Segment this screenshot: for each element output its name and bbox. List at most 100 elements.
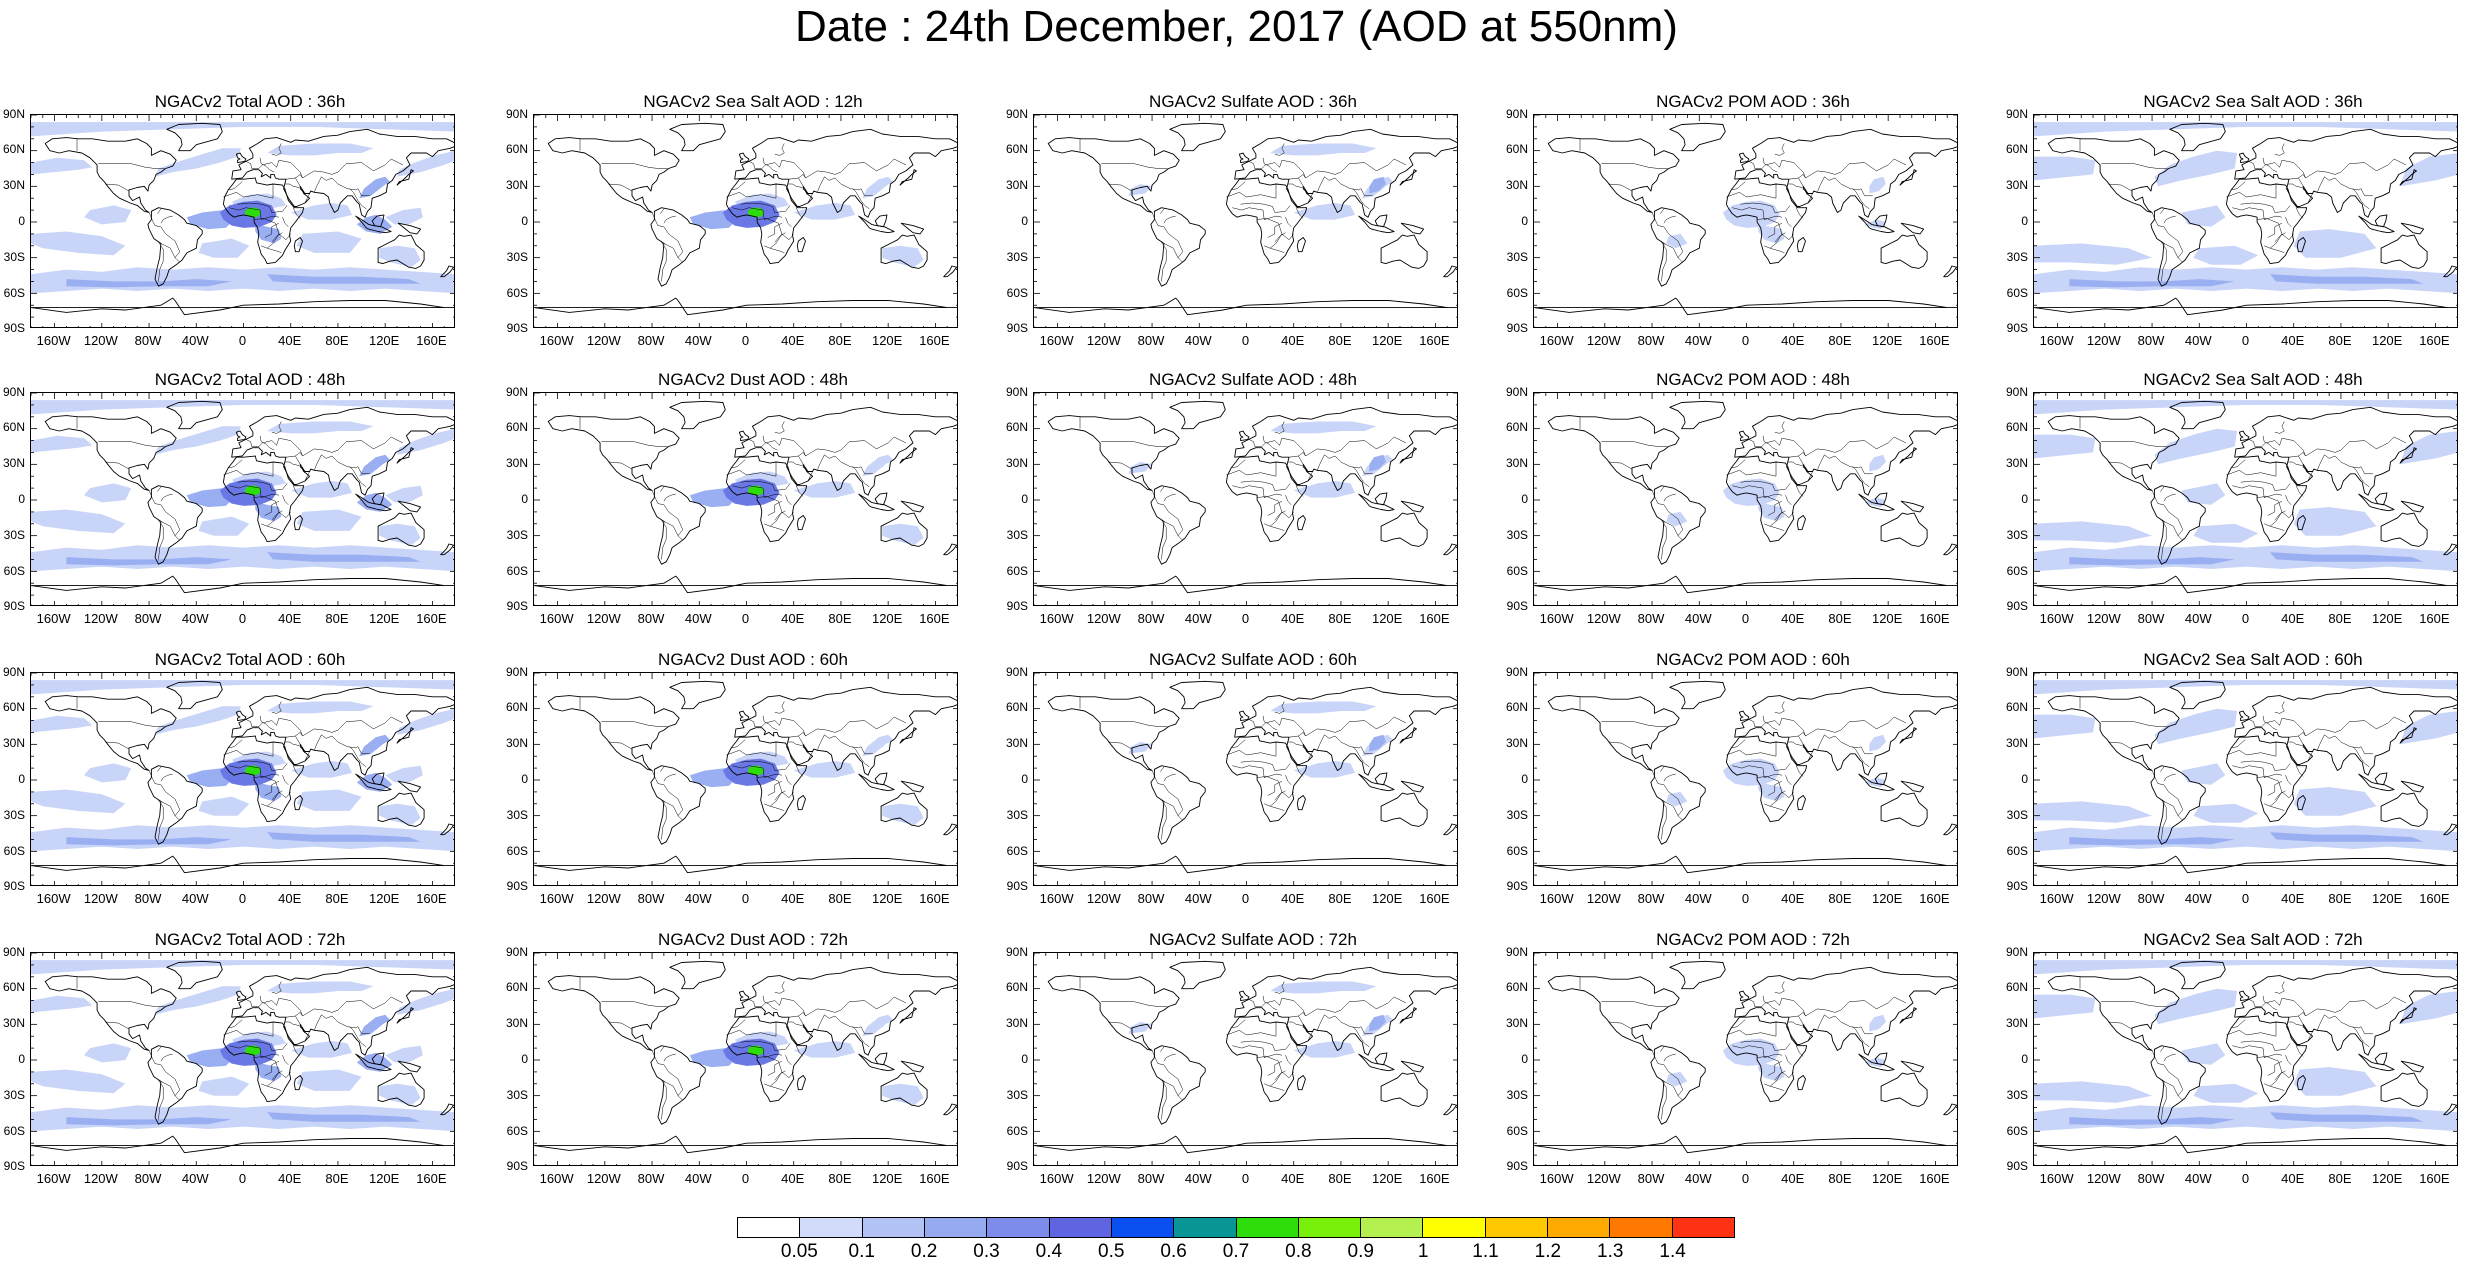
country-border: [2270, 1085, 2285, 1092]
longitude-tick-label: 120W: [83, 611, 118, 626]
country-border: [2295, 1045, 2304, 1057]
aod-shading: [267, 1112, 421, 1122]
longitude-tick-label: 160W: [1039, 1171, 1074, 1186]
coastline: [1874, 772, 1888, 786]
latitude-tick-label: 30S: [3, 250, 25, 264]
country-border: [148, 490, 181, 536]
longitude-tick-label: 160W: [1539, 891, 1574, 906]
country-border: [1267, 1060, 1283, 1076]
country-border: [2161, 1080, 2167, 1120]
country-border: [770, 525, 785, 532]
coastline: [1943, 543, 1957, 556]
longitude-tick-label: 80E: [1828, 1171, 1852, 1186]
colorbar-swatch: [1236, 1218, 1299, 1237]
aod-shading: [2034, 801, 2153, 823]
latitude-tick-label: 30S: [506, 528, 528, 542]
country-border: [157, 766, 162, 772]
latitude-tick-label: 60S: [2006, 286, 2028, 300]
country-border: [2281, 791, 2294, 799]
aod-shading: [359, 454, 390, 477]
coastline: [2443, 265, 2457, 278]
coastline: [166, 680, 223, 710]
country-border: [1262, 157, 1278, 173]
country-border: [2232, 485, 2282, 498]
colorbar-swatch: [1111, 1218, 1175, 1237]
aod-shading: [31, 789, 126, 814]
country-border: [1651, 490, 1684, 536]
coastline: [534, 575, 957, 594]
country-border: [1770, 525, 1785, 532]
coastline: [2374, 1052, 2388, 1066]
country-border: [1767, 780, 1783, 796]
latitude-tick-label: 90N: [1005, 945, 1028, 959]
country-border: [1285, 775, 1292, 785]
aod-shading: [1270, 701, 1377, 714]
colorbar-label: 0.6: [1160, 1241, 1187, 1262]
panel-title: NGACv2 Sea Salt AOD : 12h: [643, 92, 863, 111]
country-border: [1160, 486, 1165, 492]
panel-title: NGACv2 Total AOD : 36h: [154, 92, 346, 111]
coastline: [1034, 297, 1457, 316]
country-border: [1226, 742, 1277, 757]
latitude-tick-label: 30N: [2, 178, 25, 192]
aod-shading: [1369, 1014, 1386, 1032]
colorbar-swatch: [800, 1218, 863, 1237]
country-border: [160, 215, 173, 224]
country-border: [267, 805, 282, 812]
coastline: [1650, 207, 1706, 287]
country-border: [1108, 461, 1133, 470]
longitude-tick-label: 80W: [1637, 891, 1665, 906]
country-border: [795, 765, 804, 777]
latitude-tick-label: 30S: [1006, 1088, 1028, 1102]
world-map: [1534, 115, 1957, 327]
latitude-tick-label: 90N: [2, 665, 25, 679]
longitude-tick-label: 0: [1741, 333, 1750, 348]
country-border: [601, 1001, 668, 1007]
country-border: [1151, 770, 1184, 816]
longitude-tick-label: 40E: [781, 333, 805, 348]
coastline: [650, 485, 706, 565]
country-border: [2334, 1015, 2373, 1035]
country-border: [2231, 739, 2246, 749]
coastline: [2399, 169, 2417, 186]
country-border: [284, 461, 300, 466]
aod-hotspot: [244, 765, 261, 776]
longitude-tick-label: 80W: [134, 333, 162, 348]
latitude-tick-label: 90S: [3, 879, 25, 893]
longitude-tick-label: 80W: [637, 611, 665, 626]
country-border: [2267, 222, 2283, 238]
coastline: [534, 1135, 957, 1154]
coastline: [1650, 765, 1706, 845]
longitude-tick-label: 80E: [828, 1171, 852, 1186]
longitude-tick-label: 80E: [2328, 333, 2352, 348]
coastline: [1400, 780, 1425, 793]
country-border: [2240, 480, 2291, 491]
colorbar-label: 0.2: [910, 1241, 938, 1262]
longitude-tick-label: 80W: [637, 1171, 665, 1186]
country-border: [1651, 1050, 1684, 1096]
longitude-tick-label: 120E: [1871, 891, 1903, 906]
country-border: [1285, 217, 1292, 227]
longitude-tick-label: 120W: [2086, 1171, 2121, 1186]
aod-shading: [359, 734, 390, 757]
coastline: [44, 137, 177, 213]
latitude-tick-label: 30S: [3, 528, 25, 542]
country-border: [788, 455, 804, 465]
longitude-tick-label: 80W: [134, 891, 162, 906]
country-border: [798, 732, 806, 737]
country-border: [2274, 421, 2285, 434]
country-border: [1240, 202, 1291, 213]
latitude-tick-label: 30S: [506, 808, 528, 822]
latitude-tick-label: 60N: [1505, 142, 1528, 156]
longitude-tick-label: 120E: [1371, 611, 1403, 626]
longitude-tick-label: 80W: [2137, 333, 2165, 348]
aod-shading: [385, 485, 423, 503]
coastline: [1669, 960, 1726, 990]
latitude-tick-label: 0: [18, 214, 25, 228]
country-border: [795, 207, 804, 219]
coastline: [1796, 237, 1806, 253]
country-border: [2160, 486, 2165, 492]
coastline: [858, 773, 895, 792]
latitude-tick-label: 60S: [1506, 286, 1528, 300]
coastline: [734, 406, 957, 496]
